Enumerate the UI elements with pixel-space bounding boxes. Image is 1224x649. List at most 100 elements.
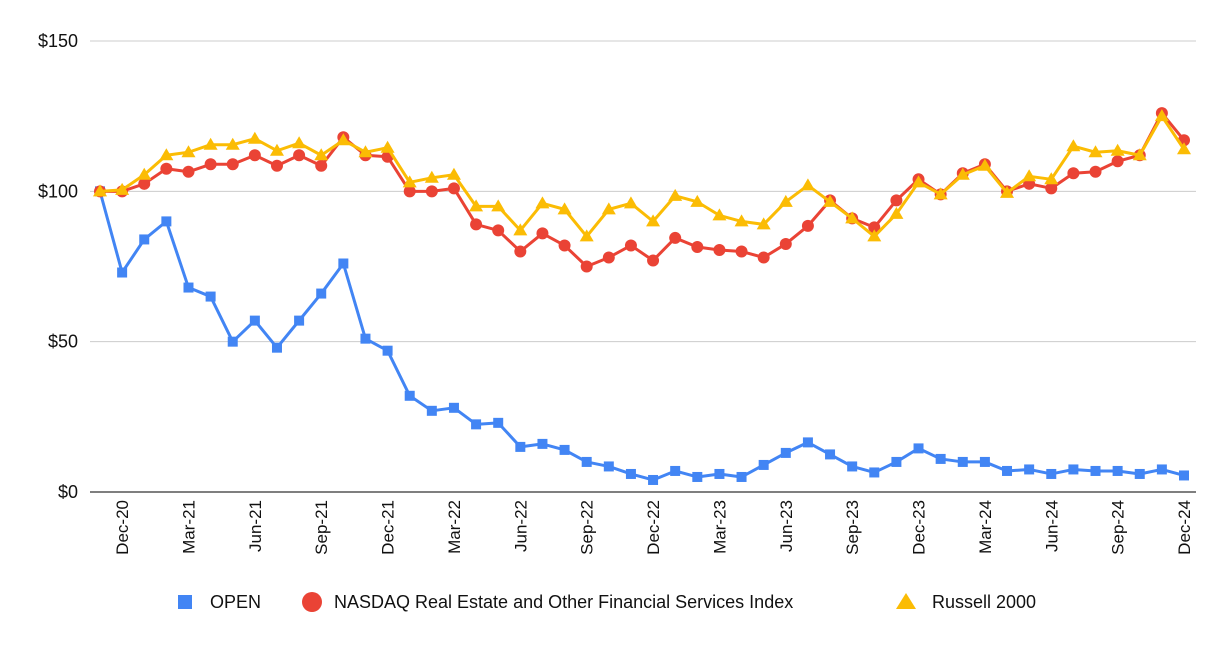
data-point	[204, 158, 217, 171]
legend-label: Russell 2000	[932, 592, 1036, 612]
x-tick-label: Mar-23	[710, 500, 729, 554]
x-tick-label: Jun-24	[1042, 500, 1061, 552]
data-point	[248, 149, 261, 162]
data-point	[491, 199, 506, 212]
data-point	[979, 456, 990, 467]
data-point	[691, 240, 704, 253]
data-point	[957, 456, 968, 467]
legend-label: NASDAQ Real Estate and Other Financial S…	[334, 592, 793, 612]
data-point	[869, 467, 880, 478]
data-point	[404, 390, 415, 401]
data-point	[1024, 464, 1035, 475]
data-point	[670, 465, 681, 476]
data-point	[1090, 465, 1101, 476]
data-point	[734, 214, 749, 227]
legend-item-0: OPEN	[178, 592, 261, 612]
series-line	[98, 111, 1186, 268]
data-point	[714, 468, 725, 479]
x-tick-label: Dec-24	[1175, 500, 1194, 555]
data-point	[183, 282, 194, 293]
data-point	[801, 219, 814, 232]
data-point	[338, 258, 349, 269]
data-point	[1044, 172, 1059, 185]
data-point	[736, 471, 747, 482]
data-point	[955, 167, 970, 180]
data-point	[778, 194, 793, 207]
x-tick-label: Mar-22	[445, 500, 464, 554]
data-point	[380, 140, 395, 153]
data-point	[935, 453, 946, 464]
data-point	[867, 229, 882, 242]
data-point	[247, 131, 262, 144]
data-point	[625, 468, 636, 479]
data-point	[646, 214, 661, 227]
series	[93, 107, 1191, 485]
data-point	[424, 170, 439, 183]
data-point	[913, 443, 924, 454]
x-tick-label: Dec-21	[379, 500, 398, 555]
x-tick-label: Jun-22	[511, 500, 530, 552]
data-point	[624, 239, 637, 252]
data-point	[493, 417, 504, 428]
series-line	[98, 114, 1186, 238]
data-point	[757, 251, 770, 264]
x-tick-label: Jun-23	[777, 500, 796, 552]
data-point	[249, 315, 260, 326]
series-1	[94, 107, 1190, 273]
data-point	[559, 444, 570, 455]
x-tick-label: Dec-20	[113, 500, 132, 555]
data-point	[294, 315, 305, 326]
data-point	[756, 217, 771, 230]
data-point	[1000, 185, 1015, 198]
data-point	[1022, 169, 1037, 182]
data-point	[203, 137, 218, 150]
data-point	[1110, 143, 1125, 156]
data-point	[515, 441, 526, 452]
data-point	[1089, 165, 1102, 178]
legend-triangle-icon	[896, 593, 916, 609]
data-point	[802, 437, 813, 448]
data-point	[1088, 145, 1103, 158]
series-2	[93, 109, 1191, 242]
data-point	[225, 137, 240, 150]
data-point	[292, 136, 307, 149]
x-tick-label: Mar-24	[976, 500, 995, 554]
y-axis: $0 $50 $100 $150	[38, 31, 78, 502]
data-point	[470, 218, 483, 231]
data-point	[382, 345, 393, 356]
data-point	[780, 447, 791, 458]
y-tick-label: $150	[38, 31, 78, 51]
data-point	[293, 149, 306, 162]
data-point	[581, 456, 592, 467]
data-point	[181, 145, 196, 158]
data-point	[537, 438, 548, 449]
data-point	[536, 227, 549, 240]
data-point	[1112, 465, 1123, 476]
legend-circle-icon	[302, 592, 322, 612]
data-point	[115, 182, 130, 195]
data-point	[648, 474, 659, 485]
data-point	[558, 239, 571, 252]
data-point	[402, 175, 417, 188]
data-point	[1068, 464, 1079, 475]
data-point	[1046, 468, 1057, 479]
legend-label: OPEN	[210, 592, 261, 612]
data-point	[601, 202, 616, 215]
data-point	[358, 145, 373, 158]
data-point	[1067, 167, 1080, 180]
data-point	[446, 167, 461, 180]
data-point	[690, 194, 705, 207]
data-point	[316, 288, 327, 299]
x-axis: Dec-20 Mar-21 Jun-21 Sep-21 Dec-21 Mar-22 Jun-…	[113, 500, 1194, 555]
data-point	[712, 208, 727, 221]
data-point	[825, 449, 836, 460]
data-point	[1132, 148, 1147, 161]
data-point	[889, 206, 904, 219]
x-tick-label: Jun-21	[246, 500, 265, 552]
data-point	[1066, 139, 1081, 152]
data-point	[492, 224, 505, 237]
data-point	[868, 221, 881, 234]
data-point	[1045, 182, 1058, 195]
